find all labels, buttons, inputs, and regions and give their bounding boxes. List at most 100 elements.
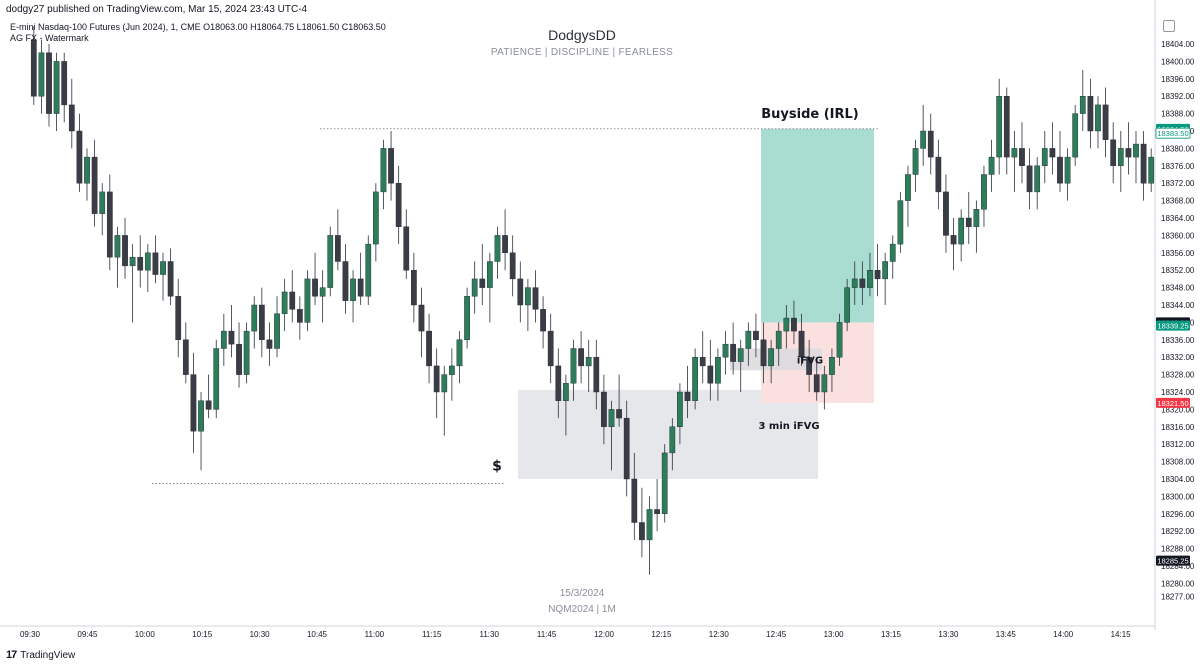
candle-body: [418, 304, 425, 332]
candle-body: [441, 374, 448, 393]
candle-body: [213, 348, 220, 410]
candle-body: [821, 374, 828, 393]
candle-body: [373, 191, 379, 245]
candle-body: [205, 400, 212, 410]
candles-layer: [30, 26, 1155, 575]
candle-body: [935, 156, 942, 193]
candle-body: [220, 330, 227, 349]
price-axis: 18404.00 18400.00 18396.00 18392.00 18388.00…: [1154, 0, 1195, 630]
candle-body: [722, 343, 729, 358]
indicator-label[interactable]: AG FX - Watermark: [10, 33, 89, 43]
price-tick-label: 18376.00: [1161, 162, 1195, 171]
time-tick-label: 12:00: [594, 630, 615, 639]
candle-body: [198, 400, 204, 432]
target-zone: [761, 128, 874, 323]
price-tick-label: 18304.00: [1161, 475, 1195, 484]
price-tick-label: 18392.00: [1161, 92, 1195, 101]
watermark-title: DodgysDD: [548, 27, 616, 43]
candle-body: [388, 148, 394, 184]
candle-body: [844, 287, 851, 323]
candle-body: [958, 217, 965, 245]
candle-body: [122, 235, 128, 267]
candle-body: [380, 148, 387, 193]
candle-body: [182, 339, 189, 375]
candle-body: [882, 261, 889, 280]
watermark-subtitle: PATIENCE | DISCIPLINE | FEARLESS: [490, 47, 674, 58]
annotation-label: 3 min iFVG: [758, 421, 819, 432]
candle-body: [760, 339, 767, 367]
candle-body: [312, 278, 318, 297]
price-tick-label: 18348.00: [1161, 284, 1195, 293]
candle-body: [99, 191, 106, 214]
candle-body: [996, 95, 1003, 158]
candle-body: [167, 261, 174, 297]
candle-body: [829, 357, 835, 375]
candle-body: [707, 365, 714, 384]
candle-body: [623, 417, 630, 480]
time-tick-label: 13:30: [938, 630, 959, 639]
annotation-label: iFVG: [797, 356, 823, 367]
price-tick-label: 18324.00: [1161, 388, 1195, 397]
candle-body: [494, 235, 501, 262]
auto-scale-icon[interactable]: [1163, 20, 1175, 32]
fvg-zone-3min: [518, 389, 818, 479]
time-tick-label: 13:45: [996, 630, 1017, 639]
price-tag-label: 18285.25: [1157, 557, 1188, 566]
candle-body: [251, 304, 258, 332]
candle-body: [988, 156, 995, 175]
candle-body: [76, 130, 83, 184]
candle-body: [798, 330, 805, 358]
candle-body: [920, 130, 927, 149]
brand-label: TradingView: [20, 649, 76, 661]
candle-body: [228, 330, 235, 345]
candle-body: [905, 174, 911, 201]
price-tag: [1155, 127, 1191, 139]
candle-body: [1148, 156, 1155, 184]
time-tick-label: 09:30: [20, 630, 41, 639]
candle-body: [616, 409, 622, 419]
candle-body: [1049, 148, 1056, 158]
price-tick-label: 18312.00: [1161, 440, 1195, 449]
time-tick-label: 13:15: [881, 630, 902, 639]
price-tick-label: 18372.00: [1161, 179, 1195, 188]
candle-body: [296, 309, 303, 323]
candle-body: [1079, 95, 1086, 114]
candle-body: [106, 191, 113, 258]
candle-body: [319, 287, 326, 297]
candle-body: [1102, 104, 1109, 140]
candle-body: [669, 426, 676, 454]
candle-body: [525, 287, 531, 306]
price-tag-label: 18339.25: [1157, 322, 1188, 331]
candle-body: [1019, 148, 1025, 166]
time-tick-label: 11:30: [479, 630, 499, 639]
candle-body: [464, 296, 470, 340]
candle-body: [874, 270, 881, 280]
price-tick-label: 18280.00: [1161, 579, 1195, 588]
candle-body: [449, 365, 455, 375]
price-tick-label: 18404.00: [1161, 40, 1195, 49]
tradingview-brand[interactable]: 17 TradingView: [6, 649, 75, 661]
price-tick-label: 18352.00: [1161, 266, 1195, 275]
tradingview-logo-icon: 17: [6, 649, 17, 661]
candle-body: [631, 478, 638, 523]
candle-body: [152, 252, 159, 275]
candle-body: [160, 261, 166, 275]
candle-body: [266, 339, 273, 349]
price-tick-label: 18336.00: [1161, 336, 1195, 345]
symbol-ohlc-line[interactable]: E-mini Nasdaq-100 Futures (Jun 2024), 1,…: [10, 22, 386, 32]
candle-body: [258, 304, 265, 340]
candle-body: [1041, 148, 1048, 166]
candle-body: [715, 357, 721, 384]
candle-body: [965, 217, 972, 227]
candle-body: [563, 383, 569, 401]
candle-body: [38, 52, 45, 97]
price-tick-label: 18388.00: [1161, 110, 1195, 119]
candle-body: [1003, 95, 1010, 158]
zones-layer: [152, 128, 880, 484]
price-tick-label: 18356.00: [1161, 249, 1195, 258]
candle-body: [943, 191, 949, 236]
candle-body: [1133, 143, 1139, 158]
time-tick-label: 12:45: [766, 630, 787, 639]
